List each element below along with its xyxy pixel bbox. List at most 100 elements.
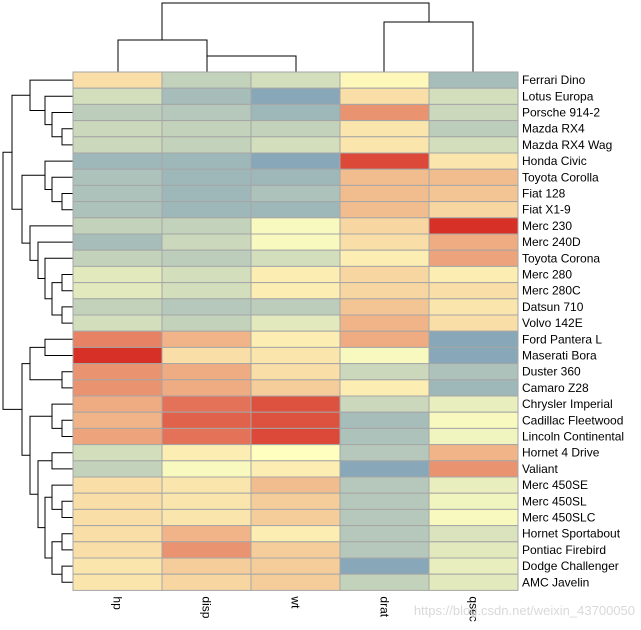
heatmap-cell [428, 541, 519, 559]
row-label: Camaro Z28 [522, 381, 589, 395]
row-label: Merc 450SE [522, 478, 588, 492]
heatmap-cell [72, 136, 163, 154]
heatmap-cell [161, 103, 252, 122]
row-label: Pontiac Firebird [522, 543, 606, 557]
heatmap-cell [161, 427, 252, 446]
row-dendrogram-link [51, 541, 62, 575]
row-label: Merc 450SL [522, 494, 587, 508]
row-dendrogram-link [44, 257, 73, 300]
row-label: Ford Pantera L [522, 332, 602, 346]
heatmap-cell [72, 314, 163, 332]
heatmap-cell [339, 233, 430, 251]
heatmap-cell [161, 346, 252, 365]
heatmap-cell [250, 201, 341, 219]
heatmap-cell [250, 120, 341, 138]
heatmap-cell [428, 525, 519, 543]
heatmap-cell [161, 330, 252, 348]
heatmap-cell [161, 265, 252, 284]
row-label: Merc 280C [522, 284, 581, 298]
row-dendrogram-link [61, 274, 73, 292]
heatmap-cell [161, 168, 252, 186]
row-label: Fiat 128 [522, 187, 566, 201]
heatmap-cell [428, 103, 519, 122]
heatmap-cell [161, 314, 252, 332]
row-dendrogram-link [2, 151, 22, 410]
heatmap-cell [250, 379, 341, 397]
heatmap-cell [72, 282, 163, 300]
heatmap-cell [428, 87, 519, 105]
heatmap-cell [72, 87, 163, 105]
heatmap-cell [428, 249, 519, 267]
heatmap-cell [428, 152, 519, 170]
heatmap-cell [250, 71, 341, 89]
heatmap-cell [339, 508, 430, 527]
heatmap-cell [428, 120, 519, 138]
heatmap-cell [339, 201, 430, 219]
row-dendrogram-link [37, 241, 73, 280]
heatmap-cell [250, 508, 341, 527]
heatmap-cell [428, 71, 519, 89]
heatmap-cell [161, 233, 252, 251]
row-dendrogram-link [61, 419, 73, 437]
heatmap-cell [428, 217, 519, 235]
heatmap-cell [339, 152, 430, 170]
heatmap-cell [250, 492, 341, 510]
heatmap-cell [428, 298, 519, 316]
heatmap-cell [428, 476, 519, 494]
heatmap-cell [250, 411, 341, 429]
heatmap-cell [250, 557, 341, 575]
heatmap-cell [428, 346, 519, 365]
heatmap-cell [161, 152, 252, 170]
heatmap-cell [72, 411, 163, 429]
row-label: Lincoln Continental [522, 430, 624, 444]
row-dendrogram-link [61, 306, 73, 324]
heatmap-cell [339, 427, 430, 446]
heatmap-cell [339, 282, 430, 300]
heatmap-cell [339, 476, 430, 494]
row-dendrogram-link [61, 500, 73, 518]
heatmap-cell [250, 152, 341, 170]
row-label: Toyota Corona [522, 251, 600, 265]
heatmap-cell [428, 136, 519, 154]
heatmap-cell [339, 525, 430, 543]
heatmap-cell [250, 363, 341, 381]
heatmap-cell [250, 346, 341, 365]
row-dendrogram [2, 79, 73, 583]
heatmap-cell [72, 492, 163, 510]
heatmap-cell [339, 363, 430, 381]
column-label: disp [200, 596, 214, 618]
column-label: qsec [467, 596, 481, 621]
heatmap-cell [428, 460, 519, 478]
column-label: hp [111, 596, 125, 610]
row-dendrogram-link [61, 371, 73, 389]
row-label: Hornet Sportabout [522, 527, 621, 541]
heatmap-cell [161, 184, 252, 203]
heatmap-cell [72, 168, 163, 186]
heatmap-cells [72, 71, 519, 591]
column-dendrogram [117, 2, 474, 72]
heatmap-cell [250, 87, 341, 105]
heatmap-cell [161, 411, 252, 429]
heatmap-cell [72, 233, 163, 251]
heatmap-cell [161, 541, 252, 559]
row-dendrogram-link [29, 346, 62, 381]
heatmap-cell [250, 573, 341, 591]
heatmap-cell [72, 184, 163, 203]
heatmap-cell [161, 71, 252, 89]
heatmap-cell [72, 120, 163, 138]
row-dendrogram-link [61, 565, 73, 583]
row-dendrogram-link [29, 79, 73, 111]
heatmap-cell [250, 168, 341, 186]
heatmap-cell [339, 492, 430, 510]
column-labels: hp disp wt drat qsec [111, 595, 481, 621]
heatmap-cell [161, 525, 252, 543]
heatmap-cell [161, 379, 252, 397]
heatmap-cell [250, 184, 341, 203]
row-dendrogram-link [61, 193, 73, 211]
row-label: Mazda RX4 [522, 122, 585, 136]
heatmap-cell [339, 460, 430, 478]
heatmap-cell [428, 330, 519, 348]
heatmap-cell [428, 265, 519, 284]
row-label: Cadillac Fleetwood [522, 413, 623, 427]
heatmap-cell [339, 217, 430, 235]
